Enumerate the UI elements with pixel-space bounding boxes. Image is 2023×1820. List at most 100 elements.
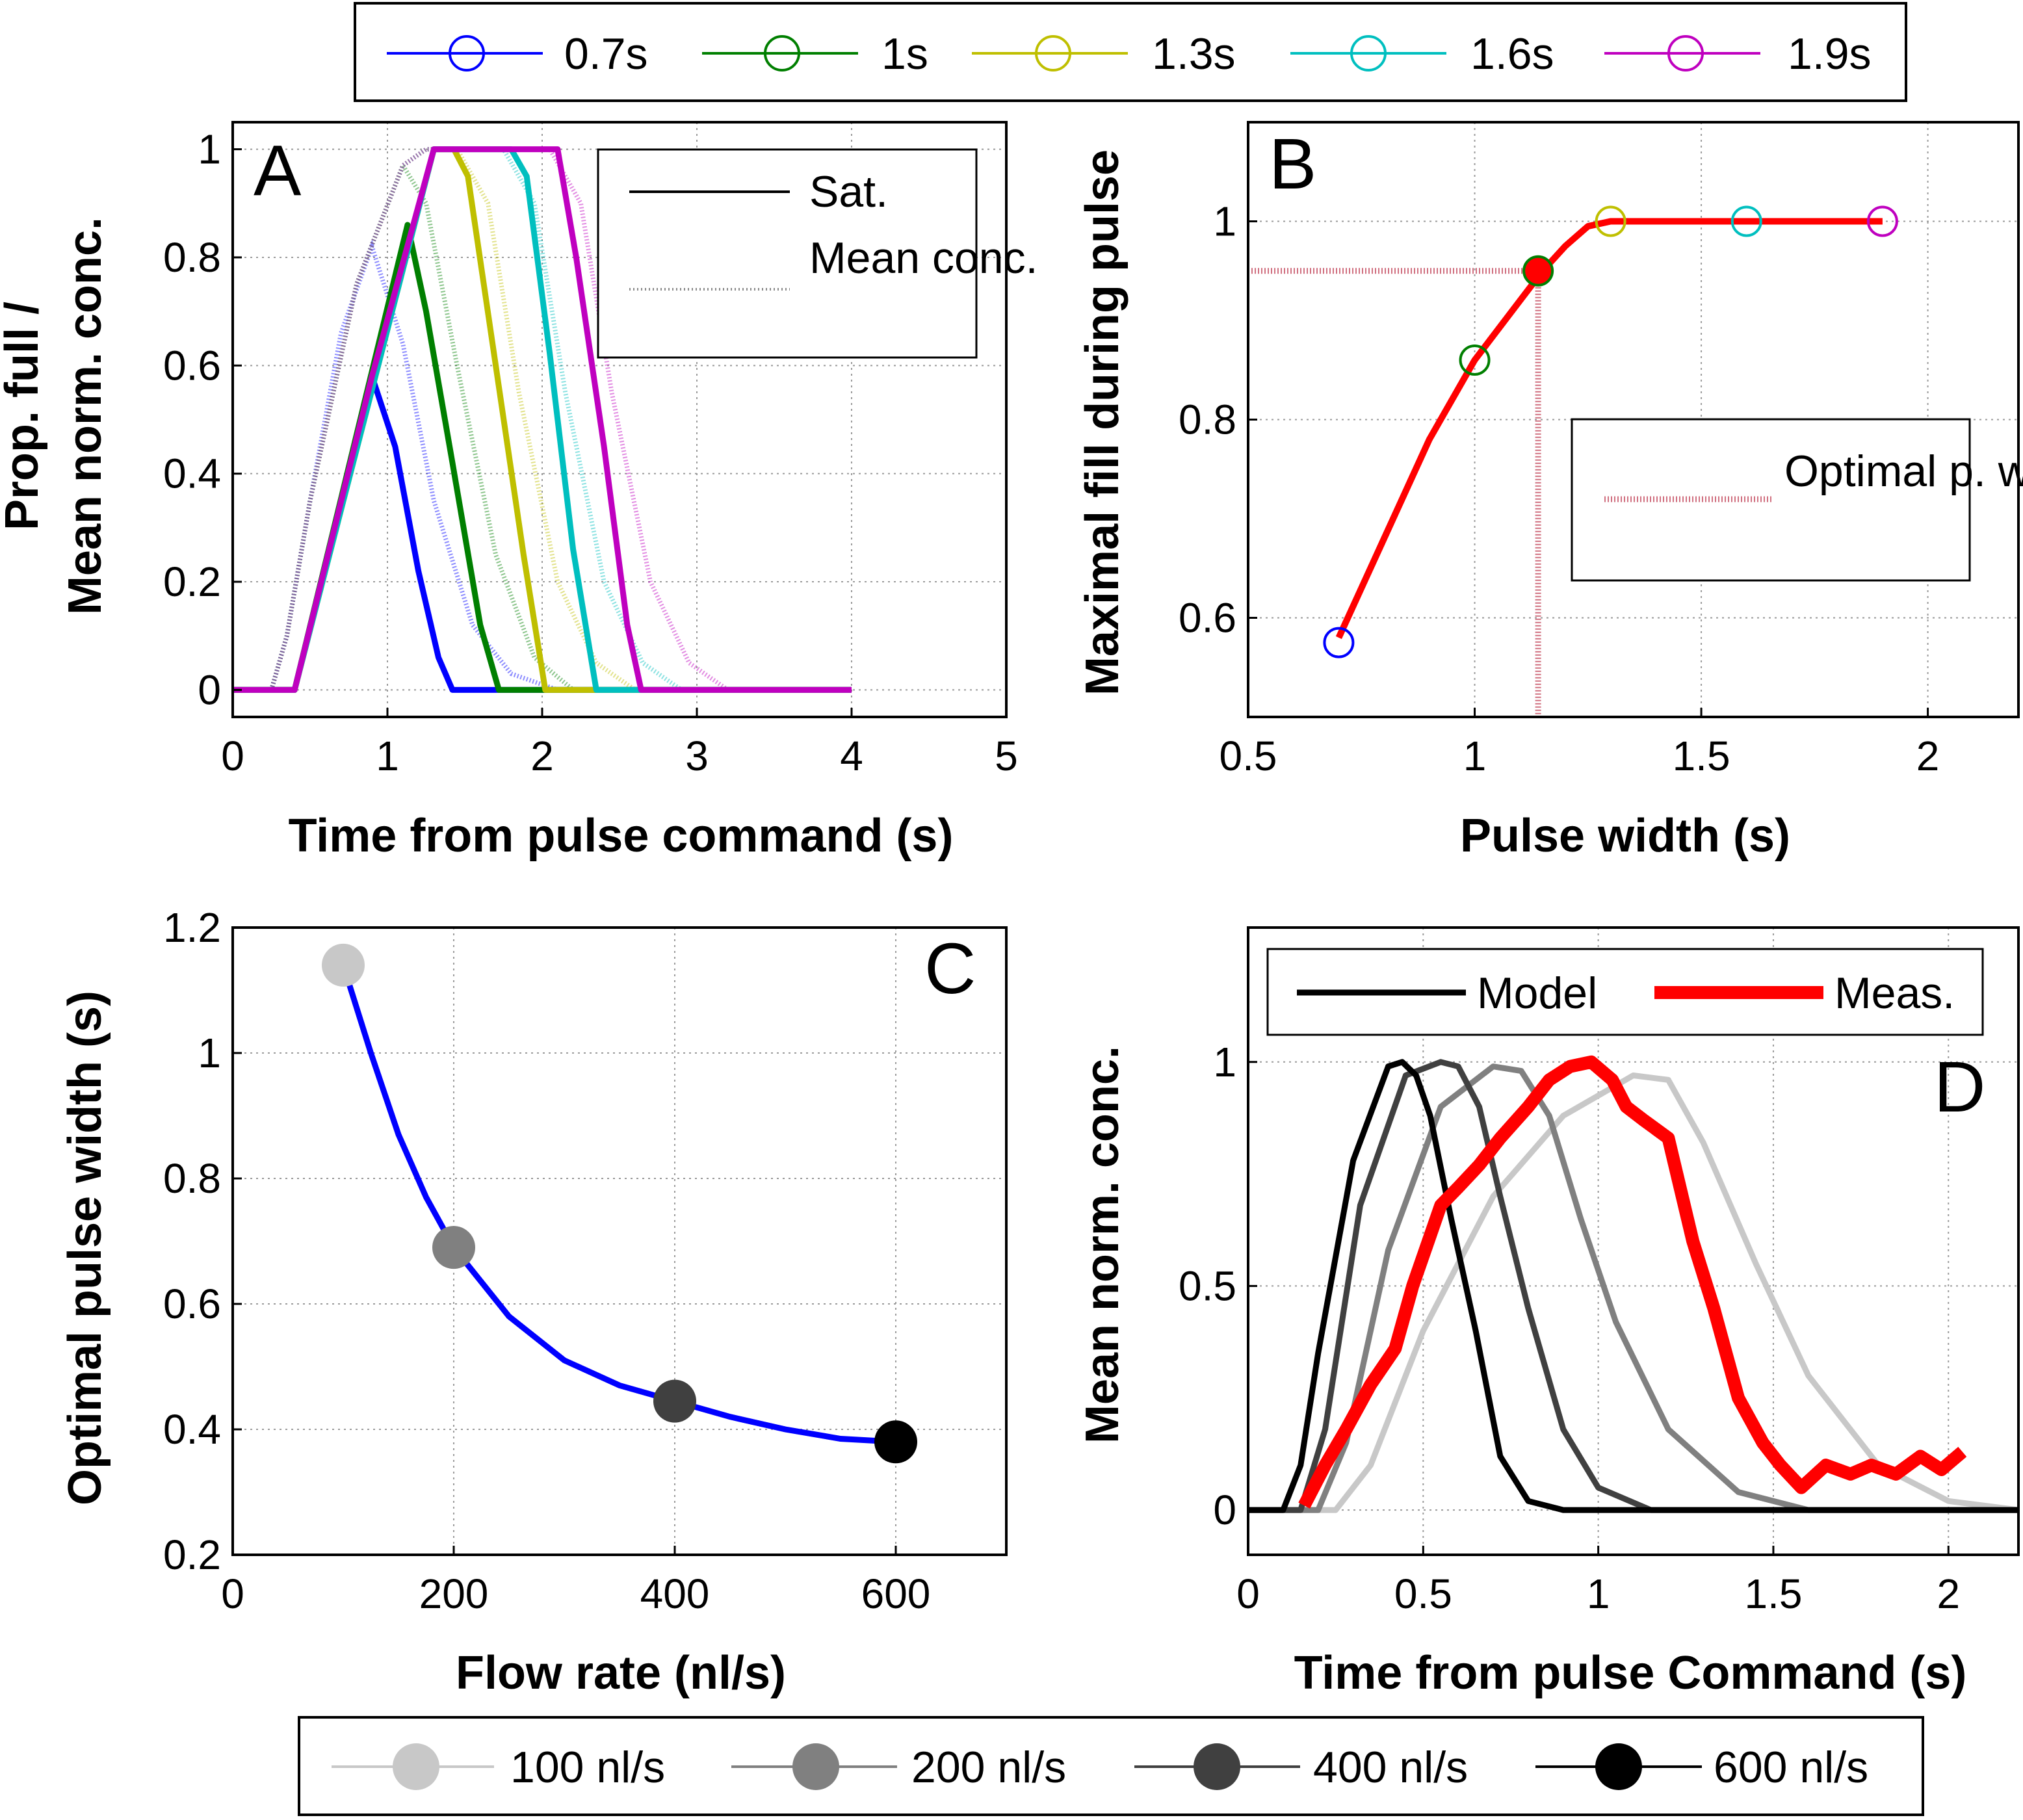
- y-tick-label: 0.8: [1179, 396, 1236, 443]
- legend-label: Mean conc.: [809, 233, 1038, 283]
- y-tick-label: 0.6: [1179, 595, 1236, 642]
- legend-b: Optimal p. width: [1571, 418, 2023, 582]
- series-line-mean-conc: [269, 239, 620, 692]
- data-point: [874, 1420, 917, 1464]
- plot-frame: [1247, 926, 2020, 1556]
- x-tick-label: 3: [685, 733, 709, 779]
- y-tick-label: 0.5: [1179, 1262, 1236, 1309]
- data-point: [432, 1226, 475, 1269]
- panel-b: 0.5 1 1.5 2 0.6 0.8 1 B Pulse width (s) Maxima…: [1077, 121, 2023, 862]
- y-axis-label: Optimal pulse width (s): [59, 991, 111, 1505]
- bottom-legend-item: 600 nl/s: [1535, 1743, 1868, 1792]
- bottom-legend-label: 600 nl/s: [1714, 1743, 1868, 1792]
- top-legend-label: 1.9s: [1788, 29, 1872, 79]
- x-tick-label: 4: [840, 733, 863, 779]
- y-tick-label: 1: [1213, 198, 1236, 245]
- y-axis-label: Maximal fill during pulse: [1077, 150, 1129, 696]
- panel-letter: C: [924, 929, 976, 1009]
- x-axis-label: Time from pulse Command (s): [1294, 1647, 1967, 1699]
- data-point: [653, 1379, 696, 1423]
- bottom-legend-label: 200 nl/s: [911, 1743, 1066, 1792]
- top-legend-item: 1s: [702, 29, 928, 79]
- data-point: [322, 943, 365, 987]
- optimal-width-curve: [340, 964, 896, 1445]
- measured-line: [1298, 1055, 1967, 1509]
- data-point: [1595, 205, 1626, 237]
- legend-d: Model Meas.: [1266, 948, 1984, 1036]
- panel-d: 0 0.5 1 1.5 2 0 0.5 1 D Time from pulse Command…: [1077, 926, 2020, 1699]
- data-point: [1323, 627, 1355, 658]
- x-tick-label: 1: [376, 733, 399, 779]
- bottom-legend-label: 100 nl/s: [510, 1743, 665, 1792]
- x-tick-label: 2: [530, 733, 554, 779]
- y-axis-label: Prop. full /: [0, 302, 48, 530]
- model-line: [1248, 1072, 2019, 1513]
- y-tick-label: 0.8: [163, 234, 221, 281]
- panel-letter: B: [1269, 124, 1316, 204]
- y-tick-label: 0.4: [163, 1406, 221, 1453]
- x-tick-label: 0.5: [1394, 1570, 1452, 1617]
- x-tick-label: 200: [419, 1570, 489, 1617]
- legend-label: Model: [1477, 968, 1597, 1018]
- x-tick-label: 0: [221, 733, 244, 779]
- y-tick-label: 1.2: [163, 904, 221, 951]
- x-axis-label: Flow rate (nl/s): [456, 1647, 786, 1699]
- top-legend: 0.7s 1s 1.3s 1.6s 1.9s: [354, 2, 1907, 102]
- optimal-point: [1522, 255, 1554, 287]
- y-tick-label: 1: [198, 126, 221, 173]
- legend-label: Sat.: [809, 167, 888, 216]
- bottom-legend: 100 nl/s 200 nl/s 400 nl/s 600 nl/s: [298, 1716, 1924, 1816]
- bottom-legend-item: 100 nl/s: [332, 1743, 665, 1792]
- top-legend-item: 0.7s: [387, 29, 648, 79]
- panel-letter: A: [254, 131, 302, 211]
- y-axis-label: Mean norm. conc.: [1077, 1046, 1129, 1444]
- legend-a: Sat. Mean conc.: [597, 148, 1038, 359]
- x-tick-label: 0.5: [1220, 733, 1277, 779]
- x-tick-label: 1.5: [1673, 733, 1730, 779]
- x-tick-label: 0: [221, 1570, 244, 1617]
- top-legend-label: 1.3s: [1152, 29, 1236, 79]
- x-axis-label: Pulse width (s): [1460, 810, 1790, 862]
- plot-frame: [231, 121, 1008, 718]
- panel-a: 0 1 2 3 4 5 0 0.2 0.4 0.6 0.8 1 A Time from pulse c…: [0, 121, 1038, 862]
- bottom-legend-item: 200 nl/s: [731, 1743, 1066, 1792]
- legend-label: Optimal p. width: [1784, 447, 2023, 496]
- top-legend-label: 0.7s: [564, 29, 648, 79]
- x-tick-label: 1: [1463, 733, 1487, 779]
- y-tick-label: 0.6: [163, 1280, 221, 1327]
- top-legend-label: 1s: [881, 29, 928, 79]
- y-axis-label: Mean norm. conc.: [59, 217, 111, 615]
- plot-frame: [231, 926, 1008, 1556]
- y-tick-label: 0.8: [163, 1155, 221, 1202]
- fill-curve: [1335, 218, 1883, 640]
- y-tick-label: 0.4: [163, 450, 221, 497]
- y-tick-label: 1: [198, 1030, 221, 1076]
- bottom-legend-item: 400 nl/s: [1134, 1743, 1468, 1792]
- y-tick-label: 0: [198, 666, 221, 713]
- x-tick-label: 2: [1916, 733, 1940, 779]
- x-tick-label: 5: [995, 733, 1018, 779]
- data-point: [1459, 344, 1491, 376]
- model-line: [1248, 1059, 2018, 1513]
- top-legend-item: 1.6s: [1290, 29, 1554, 79]
- x-axis-label: Time from pulse command (s): [289, 810, 954, 862]
- y-tick-label: 0: [1213, 1487, 1236, 1533]
- x-tick-label: 2: [1937, 1570, 1960, 1617]
- y-tick-label: 0.2: [163, 558, 221, 605]
- x-tick-label: 600: [861, 1570, 931, 1617]
- data-point: [1730, 205, 1762, 237]
- x-tick-label: 1.5: [1744, 1570, 1802, 1617]
- data-point: [1866, 205, 1898, 237]
- series-line-sat: [233, 146, 852, 693]
- x-tick-label: 0: [1236, 1570, 1260, 1617]
- model-line: [1248, 1059, 2018, 1513]
- y-tick-label: 0.2: [163, 1531, 221, 1578]
- top-legend-item: 1.9s: [1604, 29, 1872, 79]
- y-tick-label: 1: [1213, 1039, 1236, 1086]
- top-legend-item: 1.3s: [972, 29, 1236, 79]
- bottom-legend-label: 400 nl/s: [1313, 1743, 1468, 1792]
- x-tick-label: 1: [1587, 1570, 1610, 1617]
- panel-c: 0 200 400 600 0.2 0.4 0.6 0.8 1 1.2 C Flow rate (…: [59, 904, 1008, 1699]
- x-tick-label: 400: [640, 1570, 710, 1617]
